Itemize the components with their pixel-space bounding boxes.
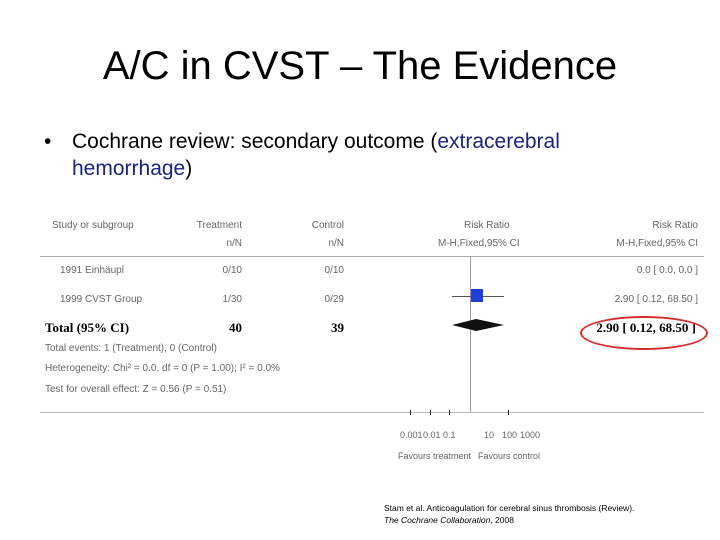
tick-label: 1000 [520,430,541,440]
header-rr-center: Risk Ratio [464,220,510,231]
favours-control-label: Favours control [478,451,541,461]
pooled-diamond-shape [452,319,504,331]
axis-line [40,412,704,413]
bullet-highlight-2: hemorrhage [72,157,186,180]
citation-year: , 2008 [490,515,514,525]
tick-label: 100 [502,430,518,440]
tick-label: 0.001 [400,430,423,440]
citation-line-1: Stam et al. Anticoagulation for cerebral… [384,503,635,513]
study-treatment: 0/10 [222,265,242,276]
study-rr: 0.0 [ 0.0, 0.0 ] [636,265,698,276]
bullet-rest-before: : secondary outcome ( [229,130,438,153]
total-label: Total (95% CI) [45,320,130,335]
bullet-highlight-1: extracerebral [437,130,560,153]
study-control: 0/29 [324,294,344,305]
citation-journal: The Cochrane Collaboration [384,515,491,525]
bullet-rest-after: ) [185,157,193,180]
citation-line-2: The Cochrane Collaboration, 2008 [384,514,714,526]
bullet-lead: Cochrane review [72,130,230,153]
study-name: 1999 CVST Group [60,294,143,305]
header-rr-center-sub: M-H,Fixed,95% CI [438,238,520,249]
study-control: 0/10 [324,265,344,276]
favours-treatment-label: Favours treatment [398,451,472,461]
study-weight-square [471,289,483,302]
tick-mark [430,410,431,415]
note-heterogeneity: Heterogeneity: Chi² = 0.0, df = 0 (P = 1… [45,363,280,374]
header-study: Study or subgroup [52,220,134,231]
note-overall-effect: Test for overall effect: Z = 0.56 (P = 0… [45,384,227,395]
tick-label: 0.1 [443,430,456,440]
tick-label: 10 [484,430,495,440]
study-rr: 2.90 [ 0.12, 68.50 ] [614,294,698,305]
study-treatment: 1/30 [222,294,242,305]
header-control-sub: n/N [328,238,344,249]
pooled-diamond [452,319,504,331]
tick-mark [449,410,450,415]
tick-mark [410,410,411,415]
bullet-dot: • [44,130,52,153]
total-control: 39 [331,320,344,335]
slide-title: A/C in CVST – The Evidence [102,44,618,88]
header-rr-right-sub: M-H,Fixed,95% CI [616,238,698,249]
note-total-events: Total events: 1 (Treatment), 0 (Control) [45,343,217,354]
bullet-text: Cochrane review: secondary outcome (extr… [72,128,684,182]
header-treatment: Treatment [196,220,242,231]
header-rule [40,256,704,257]
highlight-ellipse [580,316,708,350]
tick-mark [508,410,509,415]
null-line [470,256,471,412]
header-rr-right: Risk Ratio [652,220,698,231]
tick-label: 0.01 [423,430,441,440]
total-treatment: 40 [229,320,242,335]
bullet-point: • Cochrane review: secondary outcome (ex… [44,128,684,182]
citation: Stam et al. Anticoagulation for cerebral… [384,502,714,526]
study-name: 1991 Einhäupl [60,265,124,276]
header-control: Control [311,220,344,231]
header-treatment-sub: n/N [226,238,242,249]
